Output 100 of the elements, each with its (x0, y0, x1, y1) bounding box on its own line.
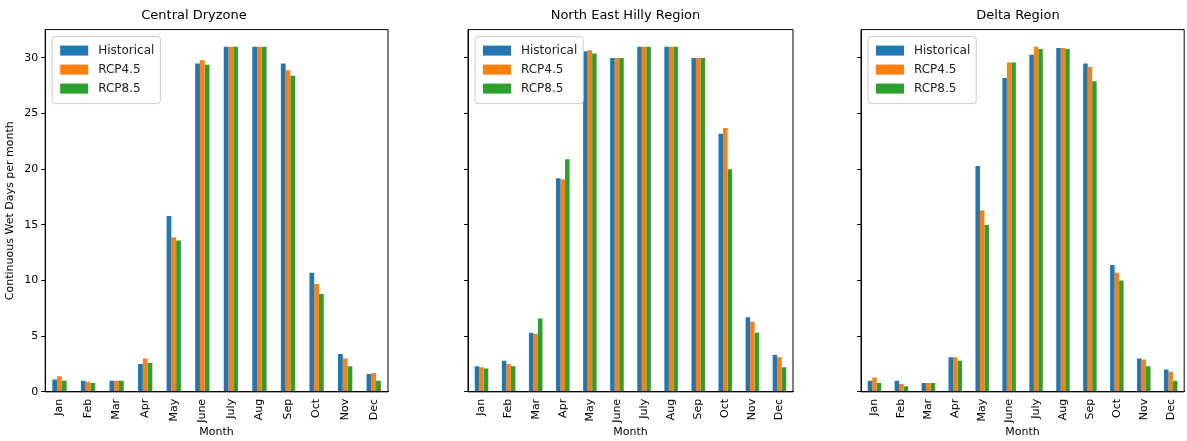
x-tick-label: June (609, 398, 623, 424)
bar (565, 159, 570, 392)
legend-label: RCP8.5 (914, 80, 957, 95)
legend-label: Historical (98, 42, 155, 57)
bar (723, 128, 728, 392)
x-tick-label: Oct (1109, 398, 1123, 418)
bar (1119, 280, 1124, 392)
x-tick-label: May (166, 398, 180, 422)
bar (119, 380, 124, 392)
bar (314, 283, 319, 392)
chart-title: Central Dryzone (141, 7, 247, 23)
x-tick-label: Aug (252, 398, 266, 421)
x-tick-label: Dec (1163, 398, 1177, 421)
legend-label: RCP4.5 (521, 61, 564, 76)
bar (261, 46, 267, 392)
bar (1029, 54, 1034, 392)
bar (52, 379, 58, 392)
legend-label: RCP4.5 (914, 61, 957, 76)
bar (664, 46, 669, 392)
x-tick-label: Jan (474, 398, 488, 417)
x-tick-label: May (975, 398, 989, 422)
x-tick-label: Sep (280, 398, 294, 420)
x-tick-label: Feb (501, 398, 515, 419)
bar (1056, 47, 1061, 392)
bar (926, 382, 931, 392)
x-tick-label: Mar (528, 398, 542, 420)
bar (338, 354, 343, 392)
bar (953, 357, 958, 392)
bar (1065, 49, 1070, 392)
x-axis-title: Month (613, 425, 648, 439)
x-tick-label: Feb (80, 398, 94, 419)
x-tick-label: Aug (1055, 398, 1069, 421)
x-tick-label: Sep (1082, 398, 1096, 420)
bar (1011, 62, 1016, 392)
bar (1092, 81, 1097, 392)
bar (1083, 63, 1088, 392)
bar (80, 380, 86, 392)
bar (673, 46, 678, 392)
y-axis-title: Continuous Wet Days per month (3, 121, 17, 301)
y-tick-label: 20 (24, 162, 39, 176)
bar (646, 46, 651, 392)
x-tick-label: Oct (718, 398, 732, 418)
y-tick-label: 30 (24, 50, 39, 64)
x-tick-label: Dec (772, 398, 786, 421)
x-tick-label: Dec (366, 398, 380, 421)
bar (750, 321, 755, 392)
x-tick-label: Apr (138, 398, 152, 418)
bar (223, 46, 229, 392)
bar (1038, 49, 1043, 392)
x-tick-label: Apr (555, 398, 569, 418)
bar (114, 380, 119, 392)
x-tick-label: July (223, 398, 237, 420)
x-tick-label: Jan (52, 398, 66, 417)
bar (479, 367, 484, 392)
y-tick-label: 0 (31, 384, 39, 398)
y-tick-label: 25 (24, 106, 39, 120)
bar (195, 63, 200, 392)
bar (171, 237, 177, 392)
bar (984, 224, 989, 392)
bar (777, 357, 782, 392)
bar (252, 46, 258, 392)
legend-label: RCP4.5 (98, 61, 141, 76)
x-tick-label: June (195, 398, 209, 424)
x-tick-label: July (636, 398, 650, 420)
legend-label: RCP8.5 (98, 80, 141, 95)
bar (700, 57, 705, 392)
bar (1168, 371, 1173, 392)
legend-label: Historical (914, 42, 971, 57)
bar (376, 380, 381, 392)
bar (142, 358, 148, 392)
x-axis-title: Month (1005, 425, 1040, 439)
x-tick-label: Apr (948, 398, 962, 418)
bar (899, 384, 904, 392)
bar (1110, 264, 1115, 392)
y-tick-label: 10 (24, 273, 39, 287)
bar (138, 364, 143, 392)
bar (176, 240, 181, 392)
bar (1146, 366, 1151, 392)
bar (1137, 358, 1142, 392)
x-tick-label: Nov (1136, 398, 1150, 421)
x-tick-label: Jan (867, 398, 881, 417)
bar (533, 333, 538, 392)
bar (309, 272, 315, 392)
bar (506, 364, 511, 392)
bar (592, 53, 597, 392)
bar (280, 63, 286, 392)
bar (583, 51, 588, 392)
y-tick-label: 5 (31, 329, 39, 343)
x-tick-label: Nov (338, 398, 352, 421)
bar (109, 380, 115, 392)
bar (57, 376, 62, 392)
x-tick-label: May (582, 398, 596, 422)
x-tick-label: June (1001, 398, 1015, 424)
chart-title: Delta Region (976, 7, 1060, 23)
bar (257, 46, 262, 392)
bar (199, 60, 205, 392)
chart-title: North East Hilly Region (550, 7, 701, 23)
bar (637, 46, 642, 392)
x-tick-label: Sep (691, 398, 705, 420)
x-tick-label: Nov (745, 398, 759, 421)
